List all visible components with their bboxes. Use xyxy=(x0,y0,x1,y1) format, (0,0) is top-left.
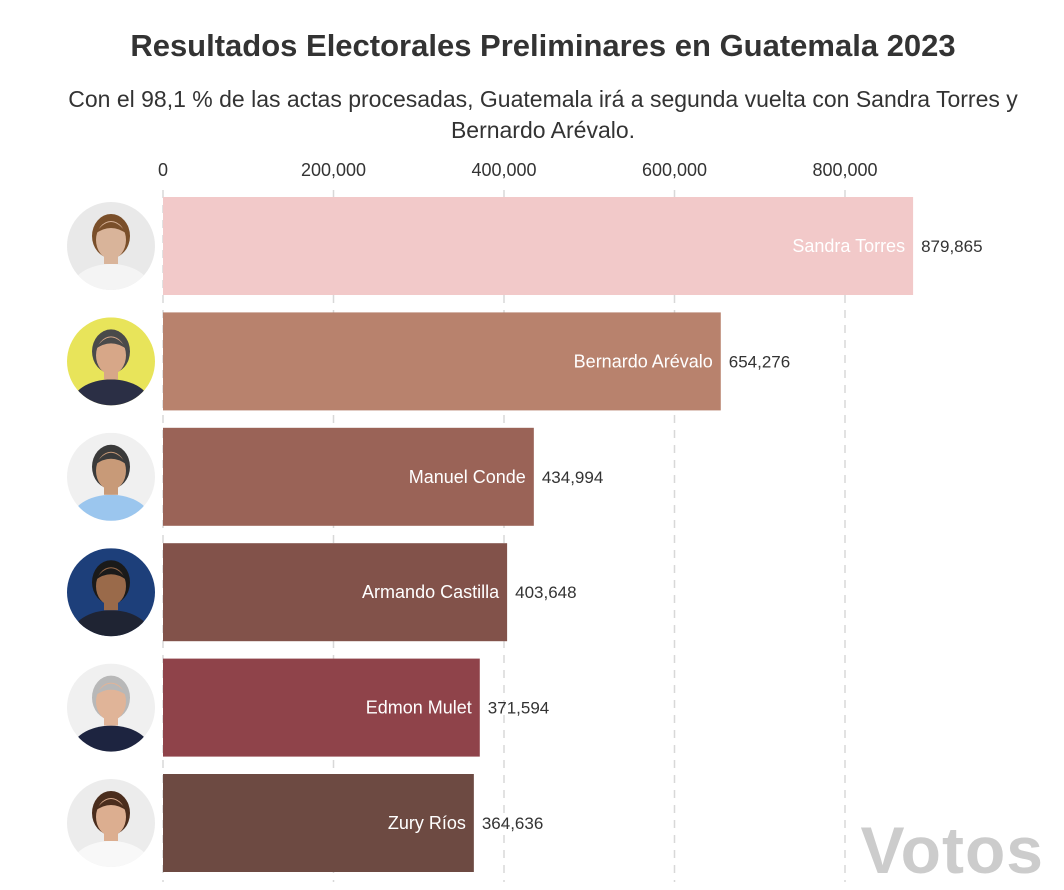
data-label: 403,648 xyxy=(515,583,576,602)
x-tick-label: 400,000 xyxy=(471,160,536,180)
bar-category-label: Manuel Conde xyxy=(409,467,526,487)
grid-lines xyxy=(162,190,846,882)
chart-title: Resultados Electorales Preliminares en G… xyxy=(130,28,956,63)
bars: Sandra Torres 879,865 Bernardo Arévalo 654,… xyxy=(163,197,983,872)
bar xyxy=(163,197,914,295)
chart-subtitle: Con el 98,1 % de las actas procesadas, G… xyxy=(68,86,1018,143)
bar-category-label: Bernardo Arévalo xyxy=(574,351,713,371)
x-tick-label: 600,000 xyxy=(642,160,707,180)
bar xyxy=(163,312,721,411)
bar xyxy=(163,774,474,872)
candidate-avatar xyxy=(67,432,155,521)
data-label: 434,994 xyxy=(542,468,603,487)
data-label: 364,636 xyxy=(482,814,543,833)
bar-category-label: Armando Castilla xyxy=(362,582,500,602)
candidate-avatar xyxy=(67,663,155,752)
bar xyxy=(163,427,534,526)
bar-category-label: Sandra Torres xyxy=(792,236,905,256)
x-axis-ticks: 0 200,000 400,000 600,000 800,000 xyxy=(158,160,878,180)
bar-category-label: Edmon Mulet xyxy=(366,698,472,718)
bar-category-label: Zury Ríos xyxy=(388,813,466,833)
bar xyxy=(163,543,508,642)
data-label: 879,865 xyxy=(921,237,982,256)
candidate-avatar xyxy=(67,202,155,290)
data-label: 654,276 xyxy=(729,352,790,371)
data-label: 371,594 xyxy=(488,699,549,718)
candidate-avatars xyxy=(67,202,155,867)
x-tick-label: 200,000 xyxy=(301,160,366,180)
votos-watermark: Votos xyxy=(860,813,1044,887)
bar xyxy=(163,658,480,757)
x-tick-label: 0 xyxy=(158,160,168,180)
candidate-avatar xyxy=(67,548,155,637)
candidate-avatar xyxy=(67,317,155,406)
candidate-avatar xyxy=(67,779,155,867)
x-tick-label: 800,000 xyxy=(812,160,877,180)
